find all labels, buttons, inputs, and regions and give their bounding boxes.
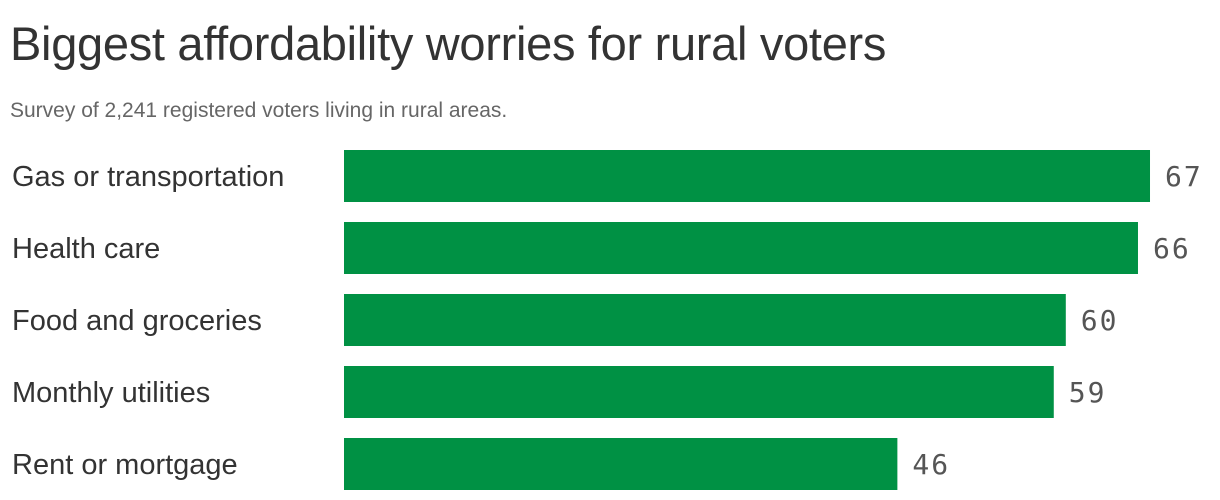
- value-label-gas-or-transportation: 67: [1165, 160, 1203, 193]
- chart-title: Biggest affordability worries for rural …: [10, 17, 887, 70]
- category-label-gas-or-transportation: Gas or transportation: [12, 161, 284, 193]
- category-label-food-and-groceries: Food and groceries: [12, 305, 262, 337]
- bar-health-care: [344, 222, 1138, 274]
- value-label-health-care: 66: [1153, 232, 1191, 265]
- value-label-monthly-utilities: 59: [1069, 376, 1107, 409]
- bar-monthly-utilities: [344, 366, 1054, 418]
- category-label-rent-or-mortgage: Rent or mortgage: [12, 449, 238, 481]
- value-label-rent-or-mortgage: 46: [912, 448, 950, 481]
- bar-gas-or-transportation: [344, 150, 1151, 202]
- chart-subtitle: Survey of 2,241 registered voters living…: [10, 99, 508, 122]
- category-label-health-care: Health care: [12, 233, 160, 265]
- bar-food-and-groceries: [344, 294, 1066, 346]
- category-label-monthly-utilities: Monthly utilities: [12, 377, 210, 409]
- value-label-food-and-groceries: 60: [1081, 304, 1119, 337]
- bar-rent-or-mortgage: [344, 438, 898, 490]
